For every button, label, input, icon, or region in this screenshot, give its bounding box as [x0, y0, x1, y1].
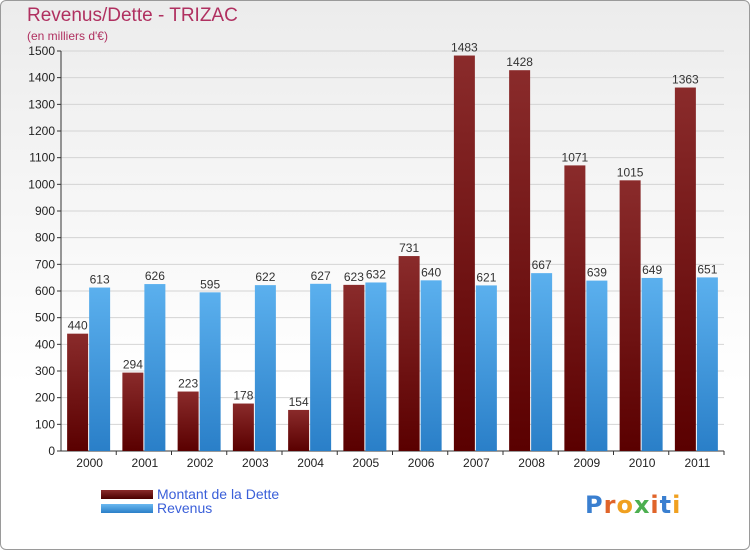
bar-debt-2011	[674, 87, 696, 452]
chart-title: Revenus/Dette - TRIZAC	[27, 5, 238, 26]
bar-revenue-2002	[199, 292, 221, 451]
y-tick-label: 300	[35, 364, 55, 378]
data-label-debt-2007: 1483	[451, 41, 478, 55]
legend-item-revenue: Revenus	[101, 501, 279, 515]
y-tick-label: 1500	[28, 44, 55, 58]
y-tick-label: 800	[35, 231, 55, 245]
chart-subtitle: (en milliers d'€)	[27, 29, 108, 43]
data-label-revenue-2006: 640	[421, 265, 441, 279]
bar-revenue-2001	[144, 284, 166, 451]
grid	[61, 50, 724, 452]
logo-letter: i	[672, 491, 682, 519]
data-label-debt-2004: 154	[289, 395, 309, 409]
bar-revenue-2011	[696, 277, 718, 451]
bar-debt-2008	[509, 70, 531, 451]
data-label-revenue-2003: 622	[255, 270, 275, 284]
y-tick-label: 1000	[28, 177, 55, 191]
bar-revenue-2009	[586, 280, 608, 451]
data-label-debt-2003: 178	[233, 389, 253, 403]
bar-debt-2003	[232, 403, 254, 451]
data-label-revenue-2000: 613	[90, 273, 110, 287]
bars	[67, 55, 718, 452]
legend-label-debt: Montant de la Dette	[157, 486, 280, 502]
axes: 0 100 200 300 400 500 600 700 800 900 1000 1100 1200…	[28, 44, 725, 470]
y-tick-label: 0	[48, 444, 55, 458]
legend-item-debt: Montant de la Dette	[101, 487, 279, 501]
proxiti-logo: Proxiti	[585, 491, 681, 519]
data-label-debt-2010: 1015	[617, 165, 644, 179]
y-tick-label: 500	[35, 311, 55, 325]
y-tick-label: 100	[35, 417, 55, 431]
bar-revenue-2004	[310, 283, 332, 451]
bar-revenue-2008	[531, 273, 553, 451]
bar-revenue-2010	[641, 277, 663, 451]
logo-letter: x	[633, 491, 651, 519]
bar-debt-2006	[398, 256, 420, 451]
y-tick-label: 1200	[28, 124, 55, 138]
bar-revenue-2007	[475, 285, 497, 451]
legend-swatch-debt	[101, 490, 153, 499]
data-label-revenue-2009: 639	[587, 266, 607, 280]
data-label-revenue-2011: 651	[697, 262, 717, 276]
y-tick-label: 1300	[28, 97, 55, 111]
bar-debt-2009	[564, 165, 586, 451]
y-tick-label: 400	[35, 337, 55, 351]
y-tick-label: 900	[35, 204, 55, 218]
x-tick-label-2010: 2010	[629, 456, 656, 470]
x-tick-label-2004: 2004	[297, 456, 324, 470]
bar-debt-2005	[343, 284, 365, 451]
logo-letter: t	[659, 491, 673, 519]
y-tick-label: 600	[35, 284, 55, 298]
data-label-revenue-2001: 626	[145, 269, 165, 283]
x-tick-label-2009: 2009	[574, 456, 601, 470]
y-tick-label: 1400	[28, 71, 55, 85]
bar-debt-2000	[67, 333, 89, 451]
data-label-debt-2011: 1363	[672, 73, 699, 87]
bar-debt-2001	[122, 372, 144, 451]
logo-letter: P	[585, 491, 604, 519]
data-label-debt-2000: 440	[68, 319, 88, 333]
data-label-revenue-2007: 621	[476, 270, 496, 284]
data-label-revenue-2005: 632	[366, 267, 386, 281]
bar-revenue-2006	[420, 280, 442, 451]
x-tick-label-2000: 2000	[76, 456, 103, 470]
x-tick-label-2008: 2008	[518, 456, 545, 470]
bar-revenue-2005	[365, 282, 387, 451]
x-tick-label-2007: 2007	[463, 456, 490, 470]
x-tick-label-2001: 2001	[132, 456, 159, 470]
data-label-revenue-2010: 649	[642, 263, 662, 277]
data-label-revenue-2004: 627	[311, 269, 331, 283]
x-tick-label-2006: 2006	[408, 456, 435, 470]
x-tick-label-2003: 2003	[242, 456, 269, 470]
bar-revenue-2003	[254, 285, 276, 451]
x-tick-label-2002: 2002	[187, 456, 214, 470]
y-tick-label: 200	[35, 391, 55, 405]
logo-letter: i	[650, 491, 660, 519]
x-tick-label-2005: 2005	[353, 456, 380, 470]
bar-debt-2002	[177, 391, 199, 451]
bar-revenue-2000	[89, 287, 111, 451]
data-label-revenue-2002: 595	[200, 277, 220, 291]
bar-debt-2007	[453, 55, 475, 452]
data-label-debt-2005: 623	[344, 270, 364, 284]
data-label-debt-2006: 731	[399, 241, 419, 255]
bar-debt-2010	[619, 180, 641, 452]
legend-label-revenue: Revenus	[157, 500, 213, 516]
logo-letter: r	[603, 491, 617, 519]
data-label-debt-2001: 294	[123, 358, 143, 372]
y-tick-label: 700	[35, 257, 55, 271]
legend-swatch-revenue	[101, 504, 153, 513]
logo-letter: o	[616, 491, 634, 519]
data-label-debt-2008: 1428	[506, 55, 533, 69]
y-tick-label: 1100	[29, 151, 55, 165]
bar-debt-2004	[288, 409, 310, 451]
legend: Montant de la Dette Revenus	[101, 487, 279, 515]
data-label-debt-2009: 1071	[562, 150, 589, 164]
data-label-revenue-2008: 667	[532, 258, 552, 272]
x-tick-label-2011: 2011	[684, 456, 710, 470]
data-label-debt-2002: 223	[178, 377, 198, 391]
